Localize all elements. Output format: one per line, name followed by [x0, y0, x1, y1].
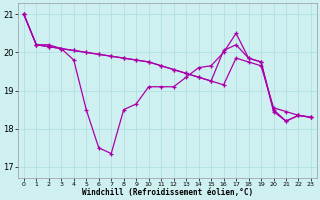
X-axis label: Windchill (Refroidissement éolien,°C): Windchill (Refroidissement éolien,°C)	[82, 188, 253, 197]
